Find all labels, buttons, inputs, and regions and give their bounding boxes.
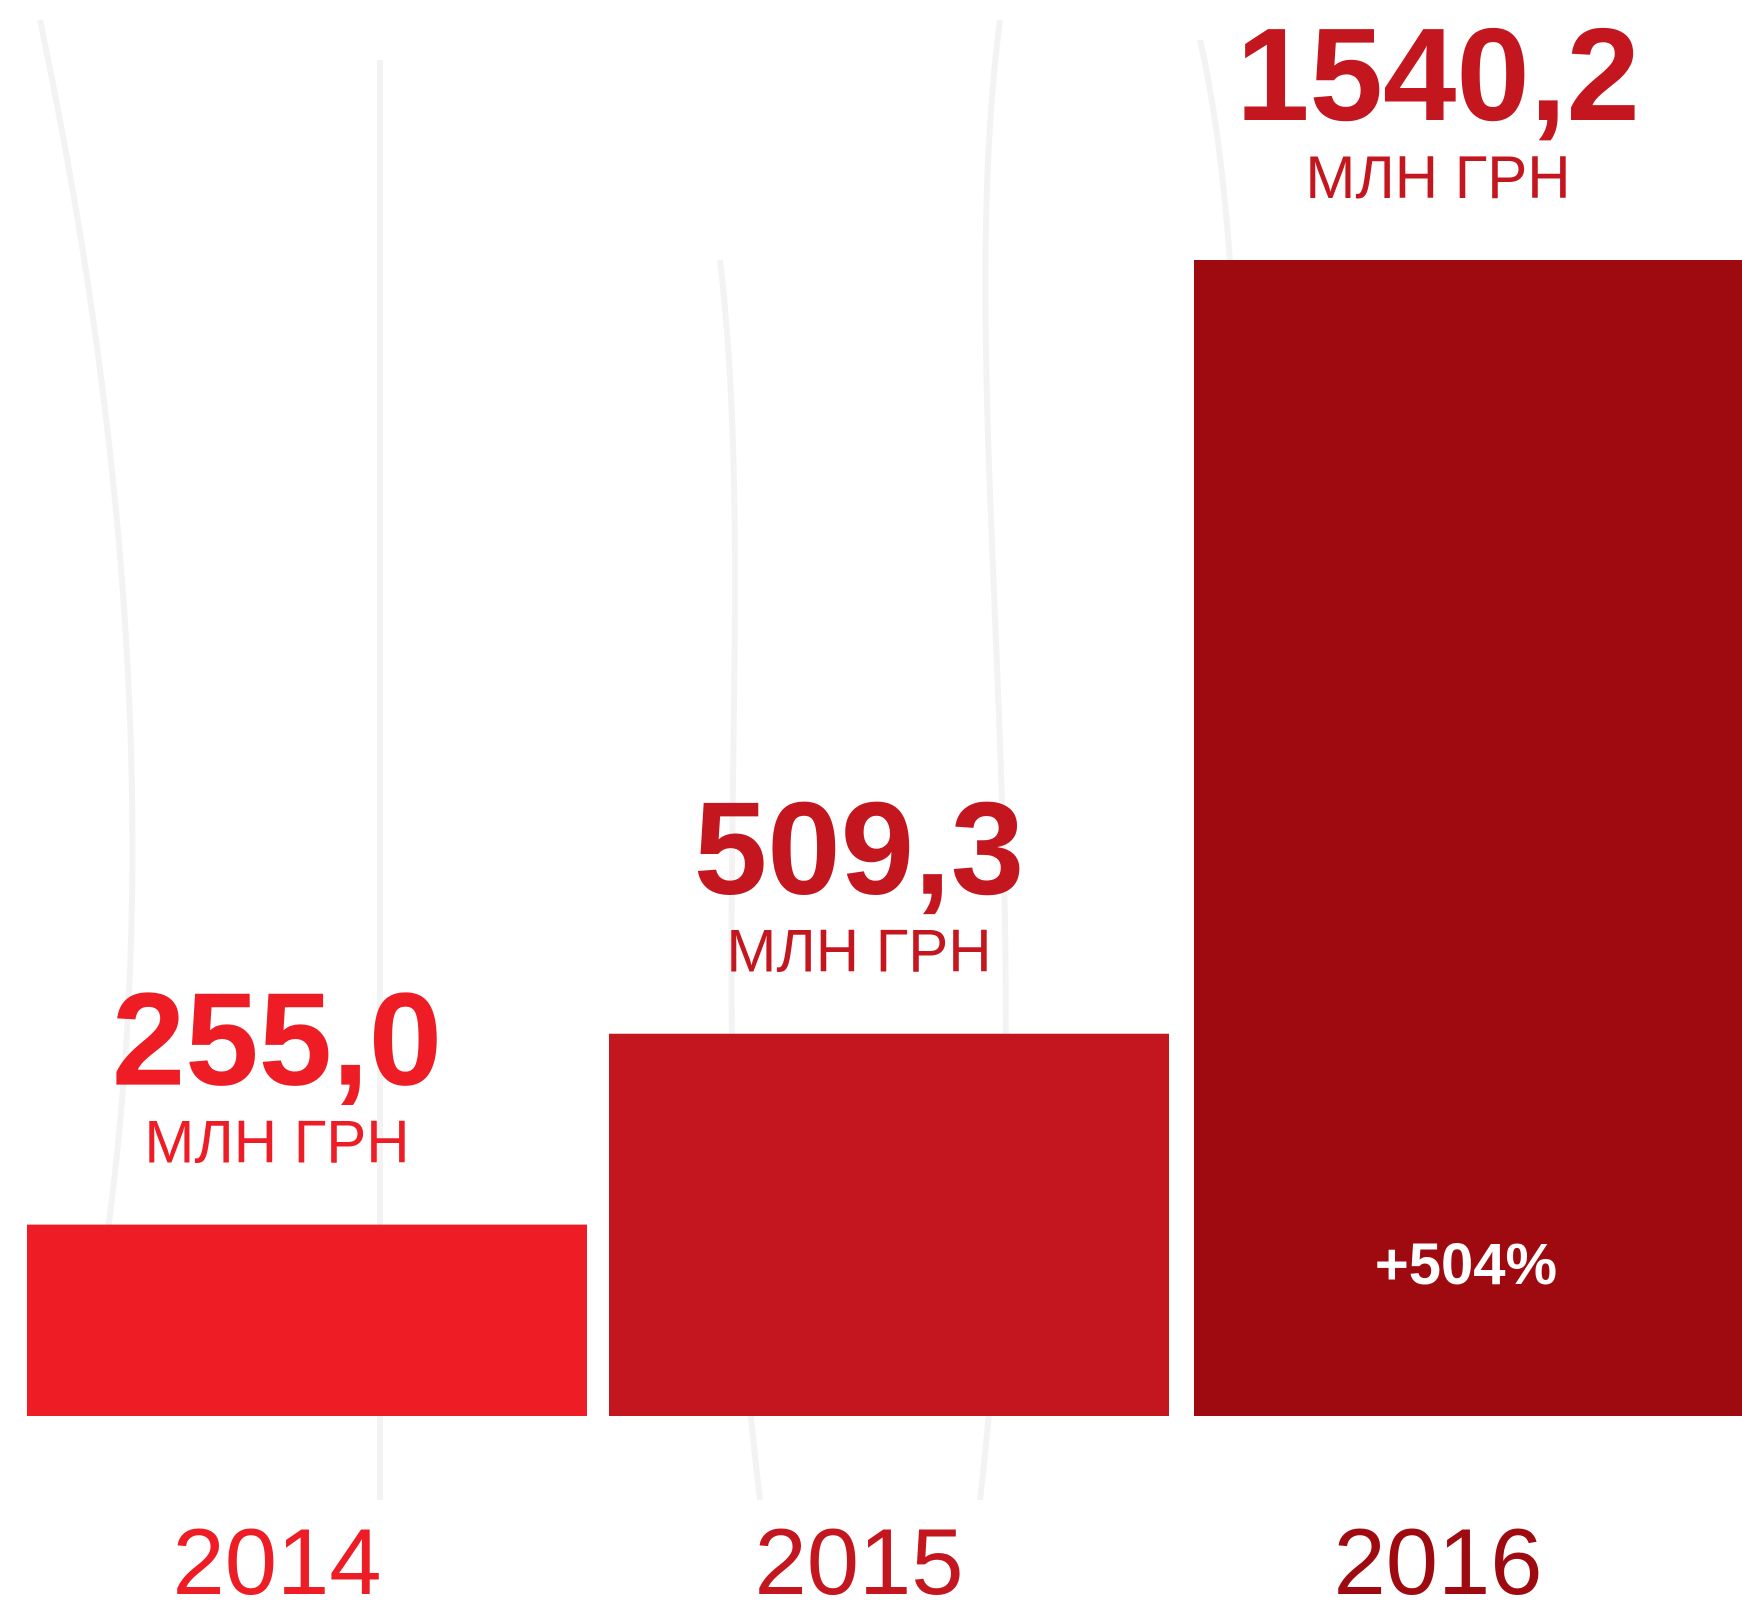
- bar: [609, 1033, 1169, 1416]
- value-label: 255,0: [112, 966, 442, 1113]
- value-label: 1540,2: [1236, 1, 1640, 148]
- unit-label: МЛН ГРН: [144, 1109, 409, 1176]
- unit-label: МЛН ГРН: [726, 918, 991, 985]
- value-label: 509,3: [694, 775, 1024, 922]
- unit-label: МЛН ГРН: [1305, 144, 1570, 211]
- x-tick-label: 2016: [1333, 1509, 1542, 1610]
- x-tick-label: 2015: [754, 1509, 963, 1610]
- annotation: +504%: [1375, 1232, 1557, 1297]
- x-tick-label: 2014: [172, 1509, 381, 1610]
- bar: [27, 1224, 587, 1416]
- bar: [1194, 260, 1742, 1416]
